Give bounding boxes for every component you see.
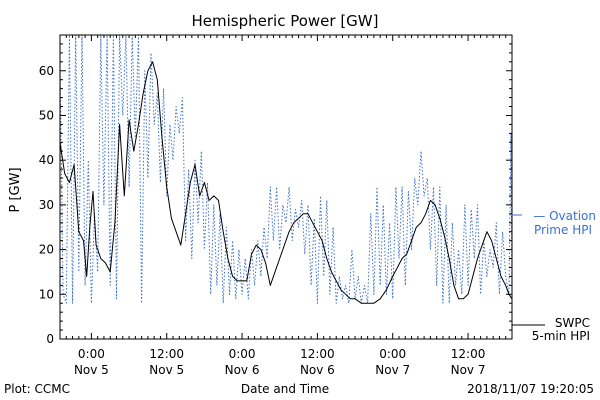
x-tick-label-date: Nov 7 xyxy=(375,363,410,377)
ovation-legend-line1: — Ovation xyxy=(533,209,596,223)
swpc-series xyxy=(59,61,513,304)
x-tick-label-date: Nov 5 xyxy=(149,363,184,377)
ovation-series-line xyxy=(59,34,513,304)
ovation-legend: — Ovation Prime HPI xyxy=(512,209,596,237)
x-tick-label-time: 0:00 xyxy=(379,347,406,361)
x-tick-label-date: Nov 6 xyxy=(300,363,335,377)
x-tick-label-time: 12:00 xyxy=(149,347,184,361)
x-tick-label-time: 12:00 xyxy=(451,347,486,361)
y-tick-label: 40 xyxy=(39,153,54,167)
x-tick-label-date: Nov 6 xyxy=(225,363,260,377)
y-tick-label: 50 xyxy=(39,108,54,122)
y-axis-label: P [GW] xyxy=(8,167,23,212)
y-tick-label: 30 xyxy=(39,198,54,212)
swpc-legend-line1: SWPC xyxy=(555,316,590,330)
plot-credit: Plot: CCMC xyxy=(4,382,70,396)
x-tick-label-time: 0:00 xyxy=(229,347,256,361)
x-tick-label-date: Nov 5 xyxy=(74,363,109,377)
x-tick-label-time: 12:00 xyxy=(300,347,335,361)
y-tick-label: 10 xyxy=(39,287,54,301)
plot-timestamp: 2018/11/07 19:20:05 xyxy=(467,382,594,396)
ovation-legend-line2: Prime HPI xyxy=(534,223,592,237)
x-tick-label-date: Nov 7 xyxy=(451,363,486,377)
swpc-legend-line2: 5-min HPI xyxy=(532,329,590,343)
x-axis: 0:00 Nov 5 12:00 Nov 5 0:00 Nov 6 12:00 Nov 6 0:… xyxy=(59,35,513,377)
y-tick-label: 0 xyxy=(46,332,54,346)
swpc-legend: SWPC 5-min HPI xyxy=(512,316,590,343)
chart-title: Hemispheric Power [GW] xyxy=(192,12,379,30)
x-tick-label-time: 0:00 xyxy=(78,347,105,361)
x-axis-label: Date and Time xyxy=(241,382,329,396)
y-axis: 0 10 20 30 40 50 60 xyxy=(39,43,512,346)
ovation-series xyxy=(59,34,513,304)
swpc-series-line xyxy=(59,61,513,304)
y-tick-label: 60 xyxy=(39,64,54,78)
y-tick-label: 20 xyxy=(39,243,54,257)
plot-frame xyxy=(59,34,513,340)
